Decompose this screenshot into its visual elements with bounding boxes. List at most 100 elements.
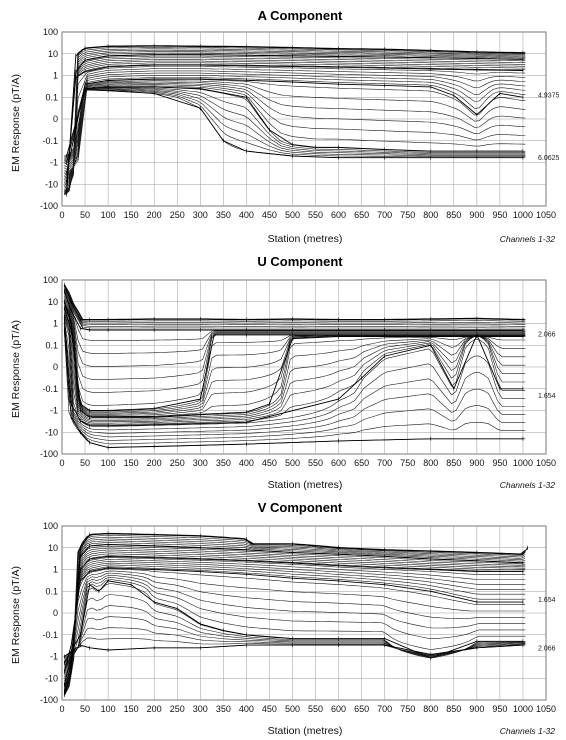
a-component-svg: A Component Station (metres) EM Response… — [10, 8, 560, 245]
channel-line — [64, 287, 526, 325]
channel-line — [64, 314, 526, 424]
x-tick-label: 450 — [262, 210, 277, 220]
x-tick-label: 1000 — [513, 704, 533, 714]
x-axis-label: Station (metres) — [268, 479, 343, 491]
x-tick-label: 100 — [101, 458, 116, 468]
y-tick-label: 10 — [48, 543, 58, 553]
channel-line — [64, 605, 526, 661]
y-tick-label: 100 — [43, 275, 58, 285]
y-tick-label: 10 — [48, 49, 58, 59]
channel-line — [64, 559, 526, 682]
channel-line — [64, 562, 526, 678]
channel-line — [64, 55, 526, 190]
channel-line — [64, 72, 526, 178]
y-tick-label: 100 — [43, 27, 58, 37]
channel-line — [64, 295, 526, 367]
x-tick-label: 750 — [400, 704, 415, 714]
channel-line — [64, 286, 526, 324]
x-tick-label: 400 — [239, 458, 254, 468]
x-tick-label: 300 — [193, 210, 208, 220]
x-tick-label: 750 — [400, 458, 415, 468]
x-tick-label: 550 — [308, 458, 323, 468]
x-tick-label: 50 — [80, 210, 90, 220]
channel-line — [64, 312, 526, 423]
channel-line — [64, 637, 526, 658]
series-line — [63, 544, 524, 692]
y-tick-label: 1 — [53, 319, 58, 329]
channel-line — [64, 289, 526, 329]
y-tick-label: 0.1 — [45, 586, 58, 596]
series-line — [63, 567, 523, 672]
chart-title: U Component — [257, 254, 343, 269]
y-tick-label: -100 — [40, 695, 58, 705]
channel-line — [64, 576, 526, 666]
channel-line — [64, 70, 526, 179]
v-component-chart: V Component Station (metres) EM Response… — [0, 494, 566, 740]
channel-line — [64, 325, 526, 441]
channels-annotation: Channels 1-32 — [500, 726, 556, 736]
x-tick-label: 1050 — [536, 458, 556, 468]
x-tick-label: 900 — [469, 210, 484, 220]
x-tick-label: 300 — [193, 704, 208, 714]
y-axis-label: EM Response (pT/A) — [10, 320, 22, 418]
channel-line — [64, 83, 526, 168]
chart-title: A Component — [258, 8, 343, 23]
channel-line — [64, 87, 526, 162]
y-tick-label: 0 — [53, 362, 58, 372]
channels-annotation: Channels 1-32 — [500, 234, 556, 244]
channel-line — [64, 75, 526, 176]
x-tick-label: 700 — [377, 704, 392, 714]
channel-line — [64, 542, 526, 693]
chart-title: V Component — [258, 500, 343, 515]
x-tick-label: 1000 — [513, 458, 533, 468]
x-tick-label: 1050 — [536, 704, 556, 714]
channel-line — [64, 292, 526, 341]
channel-line — [64, 88, 526, 161]
x-tick-label: 0 — [59, 704, 64, 714]
channel-line — [64, 327, 526, 445]
x-tick-label: 100 — [101, 704, 116, 714]
channel-line — [64, 49, 526, 194]
y-tick-label: -10 — [45, 427, 58, 437]
x-tick-label: 150 — [124, 210, 139, 220]
channel-line — [64, 560, 526, 680]
x-tick-label: 250 — [170, 704, 185, 714]
channel-line — [64, 566, 526, 674]
channel-line — [64, 310, 526, 420]
x-tick-label: 350 — [216, 458, 231, 468]
y-tick-label: 0 — [53, 114, 58, 124]
channel-line — [64, 321, 526, 434]
x-tick-label: 50 — [80, 704, 90, 714]
channel-line — [64, 88, 526, 160]
x-tick-label: 500 — [285, 210, 300, 220]
channel-line — [64, 547, 526, 690]
channel-line — [64, 68, 526, 181]
channel-end-label: 4.9375 — [538, 92, 560, 99]
x-axis-label: Station (metres) — [268, 725, 343, 737]
channel-line — [64, 285, 526, 322]
x-tick-label: 900 — [469, 458, 484, 468]
channel-end-label: 1.654 — [538, 597, 556, 604]
x-tick-label: 500 — [285, 458, 300, 468]
channel-line — [64, 311, 526, 421]
x-tick-label: 150 — [124, 704, 139, 714]
y-tick-label: -10 — [45, 673, 58, 683]
y-tick-label: 1 — [53, 565, 58, 575]
series-line — [66, 78, 524, 173]
channel-line — [64, 48, 526, 194]
channel-line — [64, 294, 526, 354]
v-component-svg: V Component Station (metres) EM Response… — [10, 500, 556, 737]
channel-line — [64, 319, 526, 431]
x-tick-label: 850 — [446, 210, 461, 220]
channels-annotation: Channels 1-32 — [500, 480, 556, 490]
x-tick-label: 500 — [285, 704, 300, 714]
x-tick-label: 350 — [216, 210, 231, 220]
x-tick-label: 150 — [124, 458, 139, 468]
channel-line — [64, 594, 526, 663]
x-tick-label: 950 — [492, 704, 507, 714]
x-tick-label: 550 — [308, 210, 323, 220]
x-tick-label: 250 — [170, 210, 185, 220]
x-tick-label: 0 — [59, 210, 64, 220]
x-tick-label: 300 — [193, 458, 208, 468]
series-line — [63, 291, 523, 331]
